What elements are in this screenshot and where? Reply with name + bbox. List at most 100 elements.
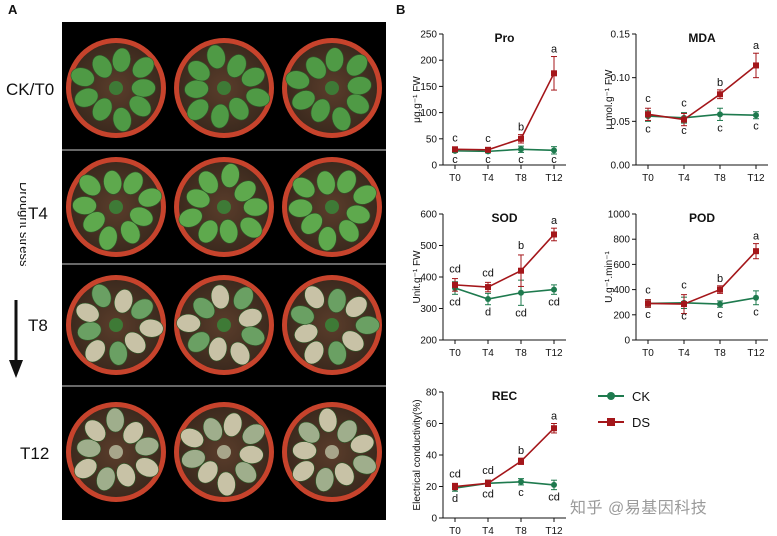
significance-letter-ds: b — [518, 122, 524, 134]
x-tick-label: T0 — [449, 526, 461, 536]
significance-letter-ck: c — [681, 125, 687, 137]
plant-pot — [282, 402, 382, 502]
significance-letter-ck: c — [753, 307, 759, 319]
chart-title: REC — [492, 389, 518, 403]
plant-leaf — [239, 445, 264, 464]
plant-leaf — [304, 285, 325, 309]
plant-leaf — [76, 438, 102, 458]
plant-leaf — [112, 47, 131, 73]
plant-leaf — [346, 93, 370, 115]
data-point-ds — [753, 62, 759, 69]
significance-letter-ck: c — [518, 487, 524, 499]
x-tick-label: T4 — [482, 526, 494, 536]
plant-leaf — [331, 106, 352, 131]
data-point-ds — [485, 284, 491, 291]
plant-leaf — [122, 421, 144, 444]
y-axis-label: μ mol.g⁻¹ FW — [604, 69, 615, 129]
plant-leaf — [217, 471, 236, 497]
plant-leaf — [202, 417, 223, 442]
x-tick-label: T8 — [714, 348, 726, 359]
series-line-ds — [454, 72, 555, 151]
y-tick-label: 200 — [420, 56, 437, 67]
data-point-ds — [645, 111, 651, 118]
significance-letter-ds: b — [717, 77, 723, 89]
plant-leaf — [336, 170, 357, 194]
plant-leaf — [291, 90, 316, 111]
series-line-ck — [454, 148, 555, 153]
y-tick-label: 80 — [426, 388, 438, 399]
plant-leaf — [288, 198, 313, 218]
significance-letter-ck: c — [485, 154, 491, 166]
plant-leaf — [74, 458, 98, 479]
plant-leaf — [346, 204, 371, 224]
plant-leaf — [132, 56, 155, 79]
plant-leaf — [72, 196, 97, 215]
plant-leaf — [341, 330, 365, 352]
x-tick-label: T12 — [747, 173, 765, 184]
y-tick-label: 0.10 — [611, 73, 631, 84]
watermark: 知乎 @易基因科技 — [570, 500, 708, 517]
significance-letter-ds: c — [645, 285, 651, 297]
plant-leaf — [346, 54, 368, 77]
significance-letter-ck: c — [717, 309, 723, 321]
y-axis-label: Unit.g⁻¹ FW — [412, 250, 423, 304]
plant-leaf — [206, 44, 226, 69]
significance-letter-ck: cd — [449, 296, 461, 308]
chart-sod: SOD 200 300 400 500 600 T0 T4 T8 T12 Unit.g⁻¹ FW cd… — [412, 210, 566, 359]
x-tick-label: T8 — [515, 348, 527, 359]
significance-letter-ds: a — [551, 44, 558, 56]
chart-rec: REC 0 20 40 60 80 T0 T4 T8 T12 Electrical conducti… — [412, 388, 566, 536]
plant-leaf — [285, 70, 310, 90]
plant-leaf — [226, 54, 247, 78]
y-tick-label: 150 — [420, 82, 437, 93]
drought-stress-label: Drought stress — [17, 182, 26, 267]
y-tick-label: 300 — [420, 304, 437, 315]
series-line-ds — [647, 250, 757, 305]
y-tick-label: 400 — [420, 273, 437, 284]
chart-title: Pro — [494, 31, 514, 45]
plant-leaf — [120, 220, 141, 244]
x-tick-label: T8 — [515, 173, 527, 184]
significance-letter-ck: c — [452, 154, 458, 166]
drought-stress-arrow: Drought stress — [9, 182, 26, 378]
y-axis-label: μg.g⁻¹ FW — [412, 76, 423, 123]
plant-leaf — [135, 457, 159, 478]
data-point-ds — [518, 135, 524, 142]
significance-letter-ds: a — [551, 215, 558, 227]
plant-leaf — [210, 284, 230, 310]
legend-item-ds: DS — [598, 414, 650, 430]
significance-letter-ds: cd — [482, 465, 494, 477]
y-tick-label: 50 — [426, 134, 438, 145]
plant-leaf — [98, 225, 118, 251]
plant-leaf — [242, 423, 265, 445]
plant-leaf — [178, 208, 203, 228]
significance-letter-ds: c — [485, 133, 491, 145]
plant-leaf — [137, 187, 162, 208]
plant-leaf — [105, 407, 125, 433]
plant-leaf — [210, 103, 230, 129]
data-point-ck — [753, 294, 759, 301]
plant-leaf — [234, 461, 257, 484]
x-tick-label: T8 — [515, 526, 527, 536]
y-tick-label: 60 — [426, 419, 438, 430]
plant-leaf — [300, 212, 323, 235]
legend-ds-label: DS — [632, 414, 651, 430]
significance-letter-ck: c — [717, 122, 723, 134]
significance-letter-ck: d — [452, 493, 458, 505]
y-tick-label: 250 — [420, 30, 437, 41]
plant-leaf — [180, 428, 204, 448]
significance-letter-ds: c — [452, 133, 458, 145]
x-tick-label: T4 — [482, 173, 494, 184]
significance-letter-ck: c — [645, 309, 651, 321]
plant-leaf — [223, 412, 243, 437]
row-label-ck-t0: CK/T0 — [6, 80, 55, 99]
plant-leaf — [292, 460, 315, 482]
plant-leaf — [294, 323, 319, 344]
plant-leaf — [219, 219, 239, 244]
plant-leaf — [305, 56, 327, 80]
chart-pod: POD 0 200 400 600 800 1000 T0 T4 T8 T12 U.g⁻¹.min⁻¹… — [604, 210, 768, 359]
y-tick-label: 0.00 — [611, 161, 631, 172]
plant-leaf — [187, 331, 211, 353]
x-tick-label: T0 — [449, 348, 461, 359]
